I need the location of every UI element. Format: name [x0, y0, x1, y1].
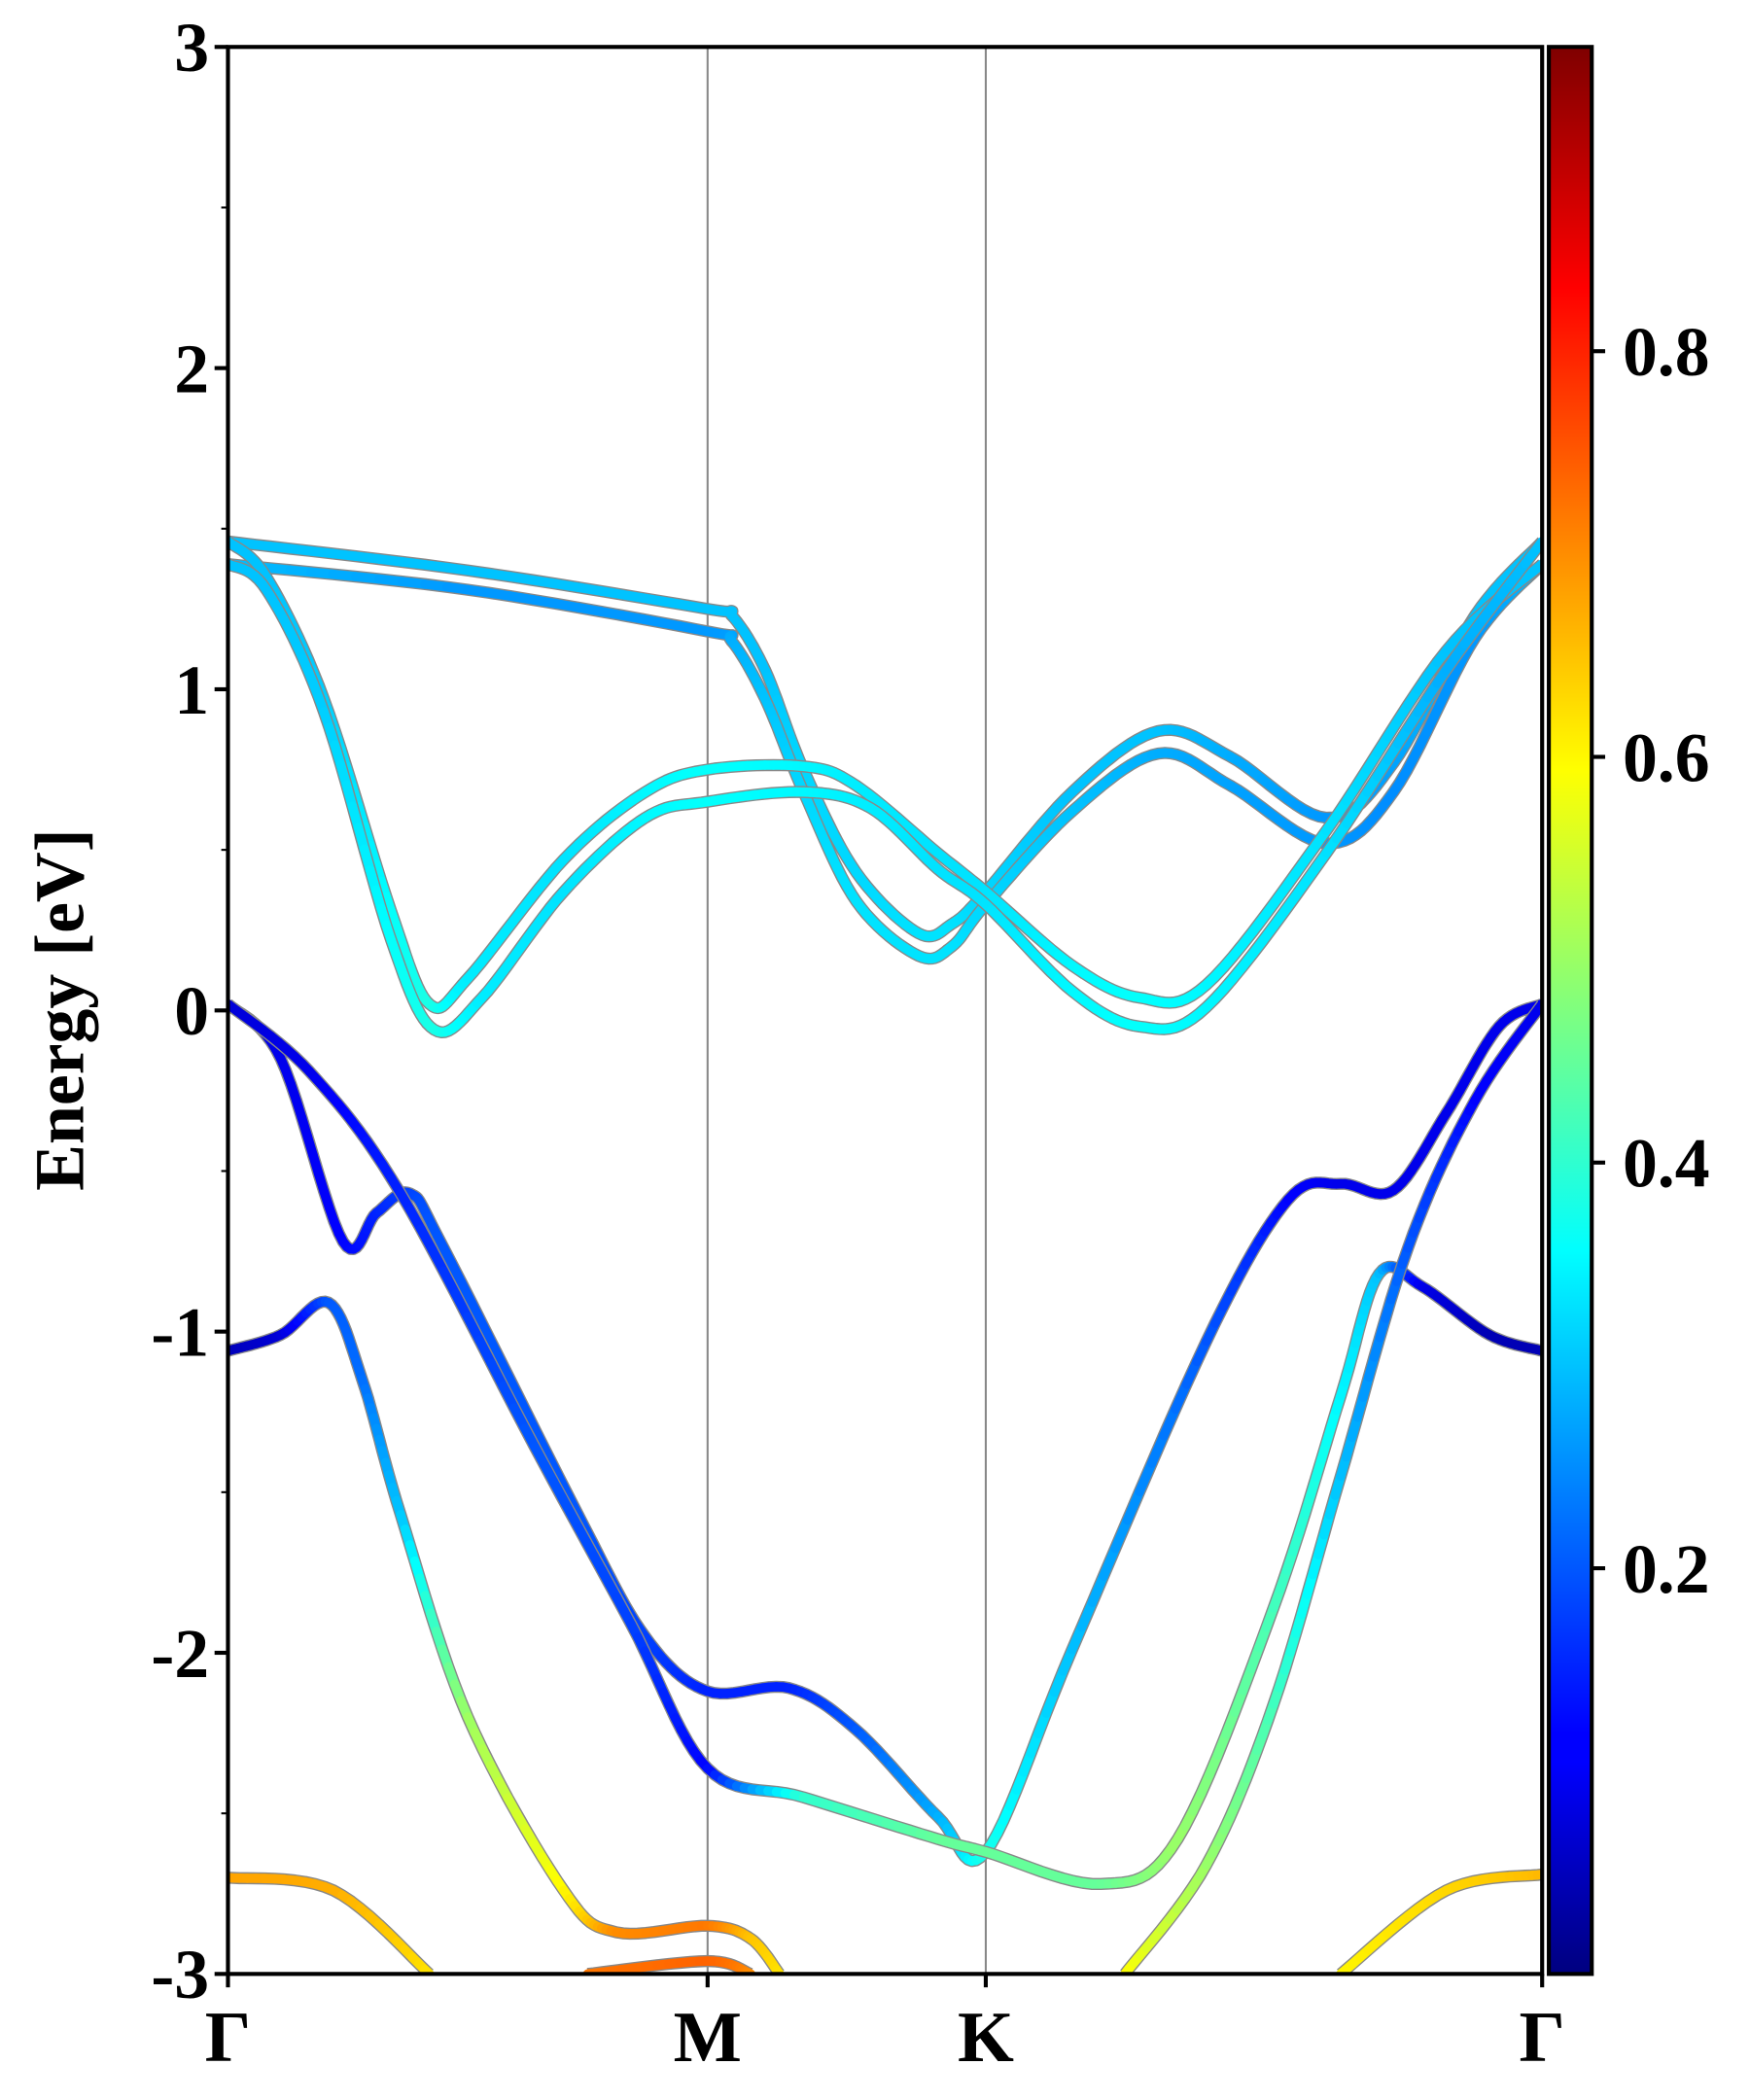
- bands: [228, 535, 1543, 1975]
- y-axis-label: Energy [eV]: [21, 828, 99, 1190]
- band-V5: [228, 1872, 435, 1975]
- x-tick-label: M: [674, 1998, 742, 2078]
- y-tick-label: 1: [174, 651, 209, 729]
- y-tick-label: 2: [174, 330, 209, 407]
- band-V3: [228, 1295, 785, 1975]
- band-segment: [1146, 1430, 1169, 1468]
- band-segment: [1099, 1543, 1120, 1581]
- band-V4: [1120, 998, 1543, 1975]
- band-segment: [491, 1347, 514, 1382]
- x-tick-label: Γ: [1520, 1998, 1565, 2078]
- band-segment: [1159, 1404, 1180, 1441]
- band-V6: [1336, 1868, 1543, 1975]
- x-tick-label: K: [958, 1998, 1014, 2078]
- y-tick-label: -3: [151, 1936, 209, 2013]
- y-axis-ticks: -3 -2 -1 0 1 2 3: [151, 9, 228, 2013]
- y-tick-label: 0: [174, 972, 209, 1050]
- band-C4: [228, 537, 1543, 1038]
- band-outline: [228, 538, 1543, 1038]
- x-tick-label: Γ: [205, 1998, 251, 2078]
- band-outline: [228, 535, 1543, 943]
- colorbar-ticks: 0.2 0.4 0.6 0.8: [1592, 313, 1710, 1608]
- band-segment: [1135, 1458, 1157, 1497]
- band-C1: [228, 535, 1543, 943]
- band-segment: [516, 1398, 540, 1434]
- band-outline: [228, 998, 1543, 1868]
- colorbar: [1547, 45, 1594, 1977]
- band-segment: [1122, 1487, 1144, 1525]
- band-V1: [228, 998, 1543, 1868]
- band-outline: [228, 1295, 785, 1975]
- band-V2: [228, 998, 1543, 1891]
- y-tick-label: -1: [151, 1293, 209, 1371]
- band-segment: [504, 1372, 527, 1409]
- high-symmetry-lines: [706, 47, 987, 1975]
- colorbar-tick-label: 0.4: [1623, 1125, 1710, 1203]
- colorbar-tick-label: 0.8: [1623, 313, 1710, 391]
- colorbar-tick-label: 0.6: [1623, 718, 1710, 796]
- y-tick-label: 3: [174, 9, 209, 87]
- y-tick-label: -2: [151, 1615, 209, 1693]
- band-segment: [1087, 1571, 1108, 1607]
- band-segment: [1110, 1515, 1133, 1554]
- colorbar-tick-label: 0.2: [1623, 1530, 1710, 1608]
